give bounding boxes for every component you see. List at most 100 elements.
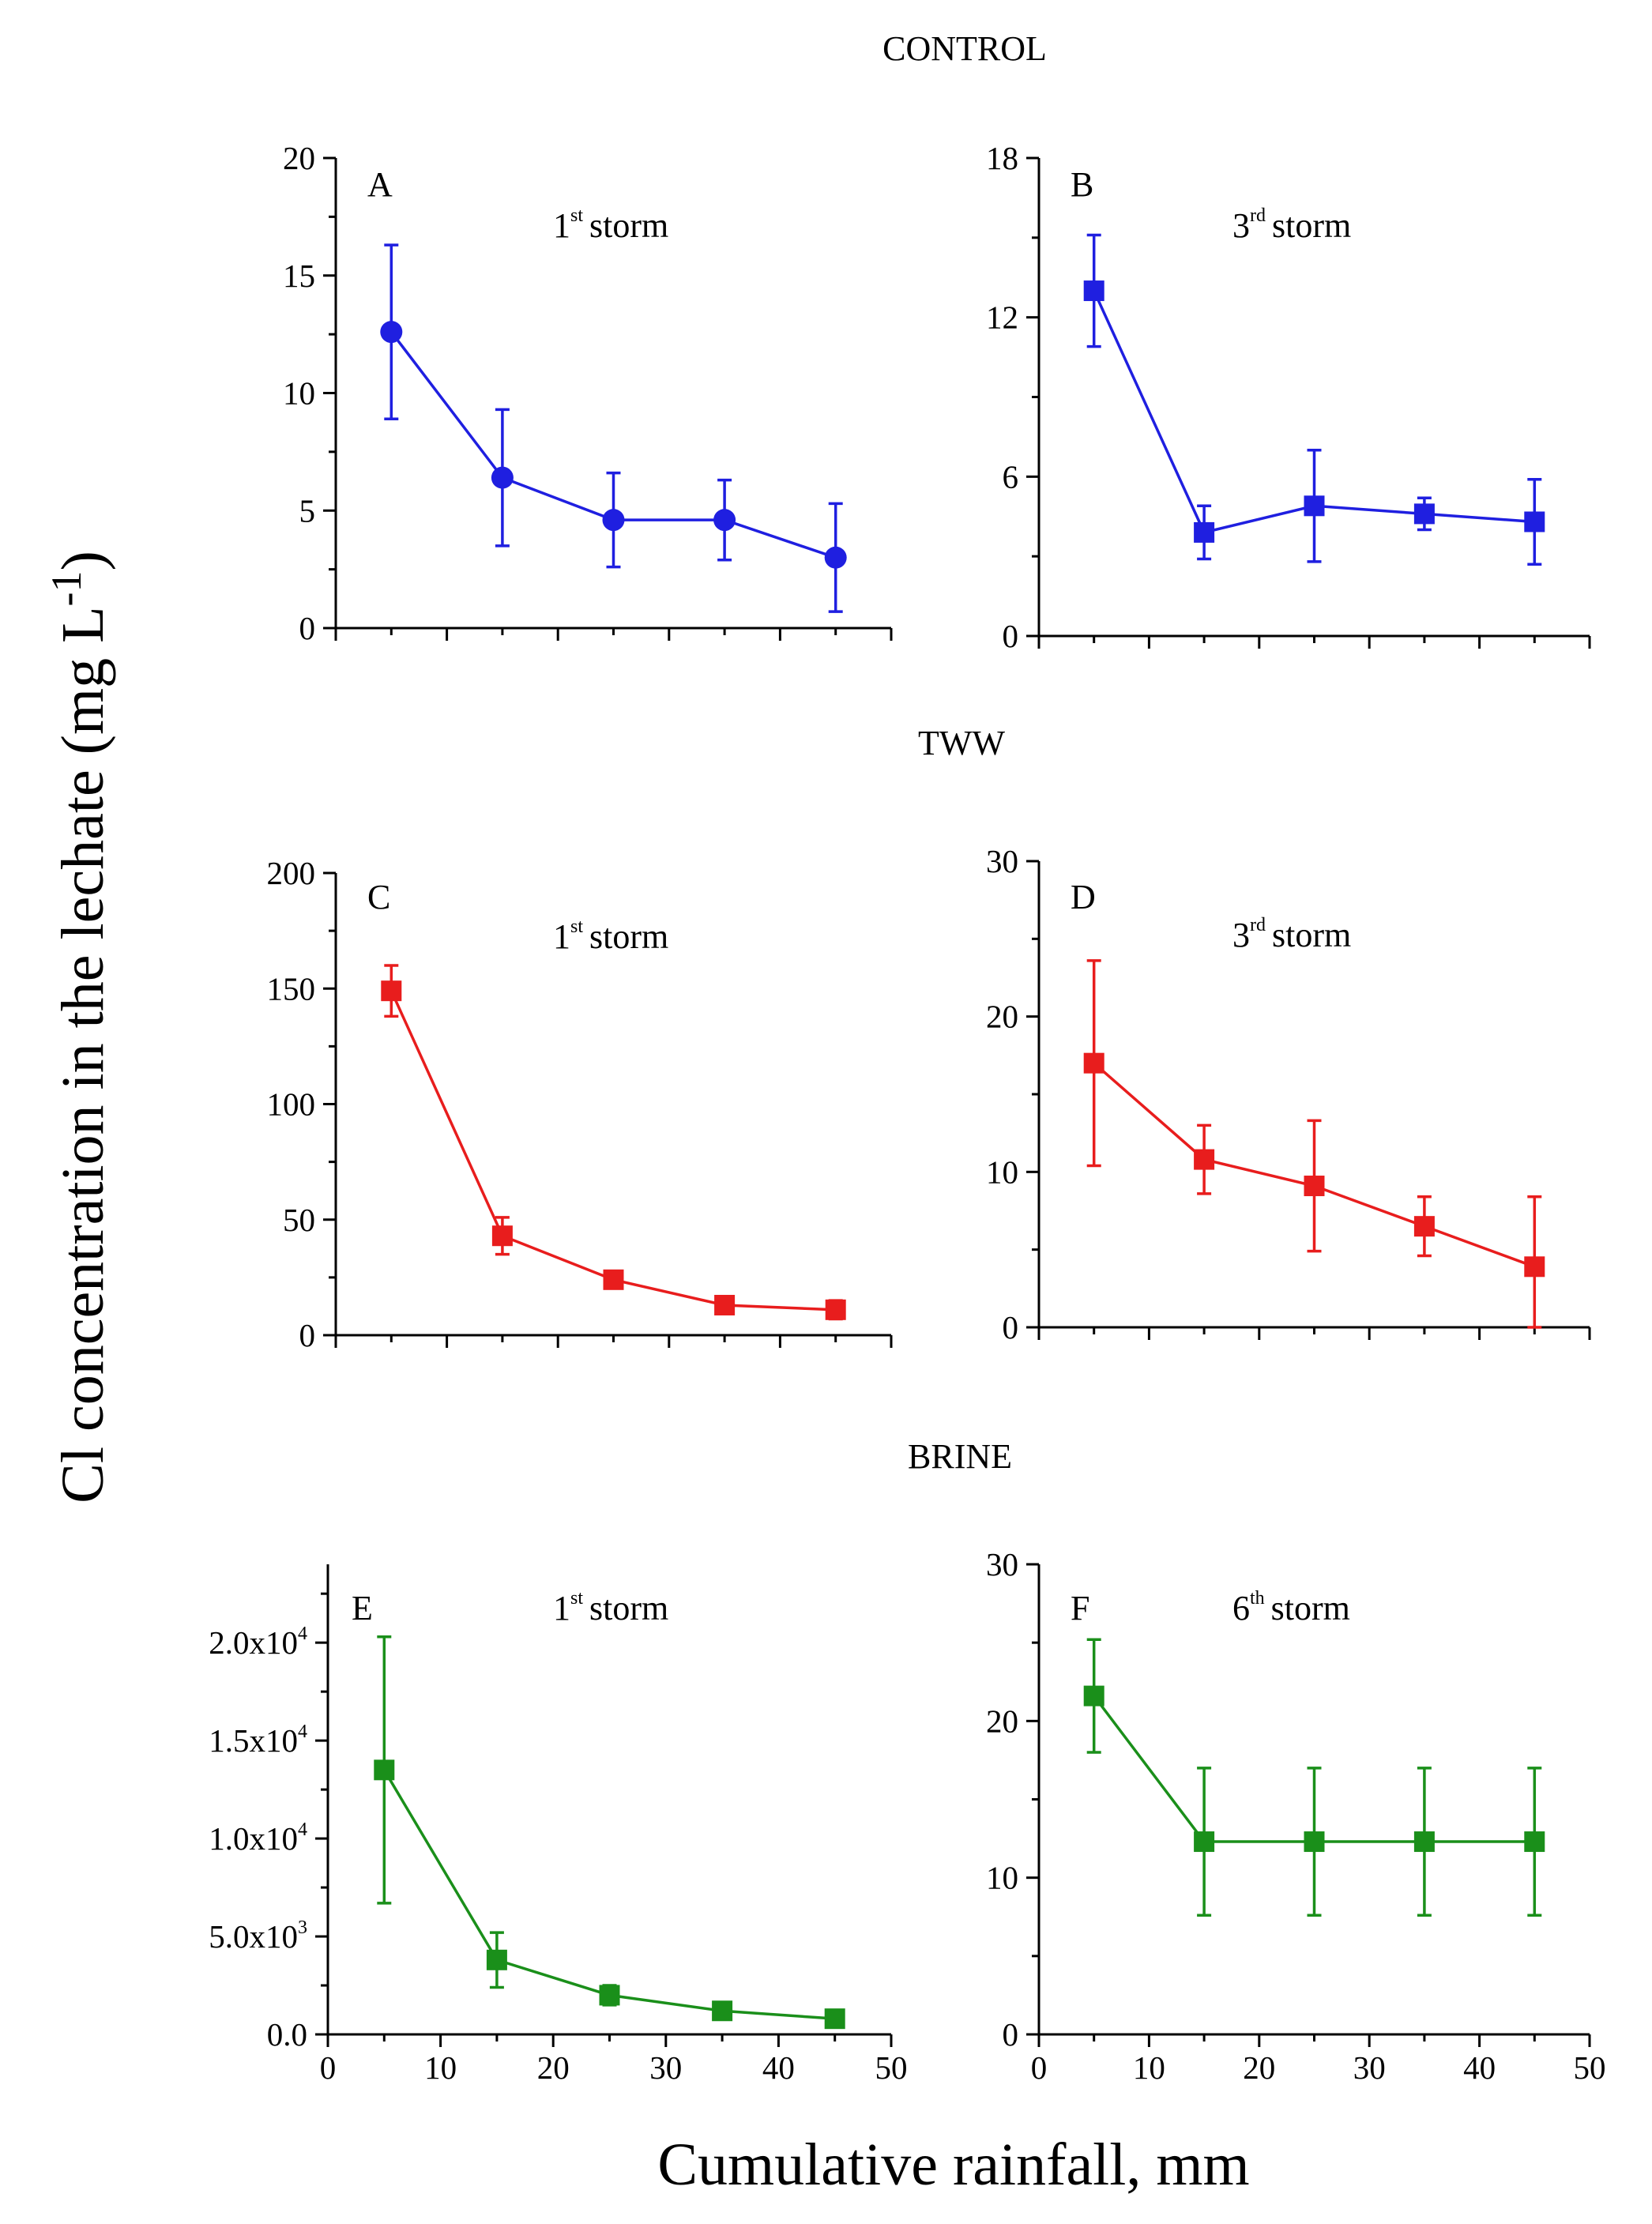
y-tick-label: 10: [986, 1860, 1018, 1896]
storm-label: 6th storm: [1232, 1588, 1350, 1628]
y-tick-label-text: 20: [986, 999, 1018, 1035]
y-axis-title-text: Cl concentration in the lechate (mg L: [50, 606, 116, 1503]
y-tick-label-text: 20: [986, 1703, 1018, 1739]
y-tick-label: 20: [283, 140, 315, 176]
y-tick-label: 150: [267, 970, 316, 1007]
storm-word: storm: [589, 206, 668, 245]
data-point: [381, 980, 402, 1002]
data-point: [1524, 1256, 1545, 1278]
y-tick-label: 30: [986, 1546, 1018, 1582]
data-point: [1304, 1176, 1325, 1197]
y-tick-label: 12: [986, 299, 1018, 336]
y-tick-label: 6: [1003, 458, 1019, 495]
storm-number: 1: [553, 1589, 570, 1628]
y-tick-label: 10: [283, 375, 315, 412]
x-tick-label: 50: [875, 2049, 908, 2086]
y-tick-label-exponent: 4: [298, 1819, 307, 1840]
section-title-tww: TWW: [918, 724, 1005, 762]
y-tick-label-text: 10: [283, 375, 315, 412]
x-tick-label: 30: [1353, 2049, 1386, 2086]
y-tick-label-text: 100: [267, 1086, 316, 1123]
storm-word: storm: [1272, 916, 1351, 954]
y-tick-label-exponent: 4: [298, 1624, 307, 1644]
x-tick-label: 0: [1031, 2049, 1048, 2086]
panel-b: 0 6 12 18 B 3rd storm: [986, 140, 1591, 654]
storm-number: 3: [1232, 206, 1250, 245]
y-tick-label-text: 5: [299, 492, 316, 529]
data-point: [486, 1949, 507, 1970]
y-tick-label-text: 50: [283, 1202, 315, 1238]
y-tick-label: 10: [986, 1153, 1018, 1190]
data-point: [1524, 1831, 1545, 1853]
y-tick-label: 1.0x104: [209, 1819, 307, 1857]
series-line: [382, 1769, 835, 2020]
storm-number: 6: [1232, 1589, 1250, 1628]
panel-letter: F: [1071, 1589, 1089, 1628]
panel-a: 0 5 10 15 20 A 1st storm: [283, 140, 893, 646]
data-point: [825, 1299, 846, 1320]
y-axis-title-superscript: -1: [43, 570, 90, 606]
storm-word: storm: [589, 917, 668, 956]
storm-ordinal-suffix: st: [570, 205, 583, 226]
data-point: [603, 1269, 624, 1290]
data-point: [1083, 1685, 1104, 1707]
data-point: [1083, 280, 1104, 302]
storm-number: 1: [553, 206, 570, 245]
data-point: [1194, 521, 1215, 543]
x-tick-label: 0: [320, 2049, 337, 2086]
data-point: [491, 466, 514, 489]
x-tick-label: 10: [1133, 2049, 1165, 2086]
y-tick-label: 1.5x104: [209, 1722, 307, 1759]
storm-ordinal-suffix: th: [1250, 1588, 1265, 1609]
y-tick-label-text: 0: [1003, 618, 1019, 654]
data-point: [1304, 495, 1325, 517]
y-tick-label-text: 1.5x10: [209, 1722, 298, 1759]
storm-word: storm: [589, 1589, 668, 1628]
storm-ordinal-suffix: st: [570, 916, 583, 937]
y-tick-label-text: 18: [986, 140, 1018, 176]
y-tick-label-text: 10: [986, 1153, 1018, 1190]
data-point: [380, 321, 403, 344]
y-axis-title: Cl concentration in the lechate (mg L-1): [43, 551, 116, 1503]
panel-c: 0 50 100 150 200 C 1st storm: [267, 855, 893, 1353]
data-point: [374, 1759, 395, 1781]
y-tick-label: 0: [299, 610, 316, 646]
storm-number: 1: [553, 917, 570, 956]
y-tick-label: 0: [1003, 1309, 1019, 1345]
data-point: [1413, 503, 1435, 525]
data-point: [714, 1294, 736, 1315]
y-tick-label-text: 1.0x10: [209, 1820, 298, 1857]
x-axis-title: Cumulative rainfall, mm: [657, 2132, 1249, 2198]
x-tick-label: 40: [1463, 2049, 1496, 2086]
storm-label: 1st storm: [553, 1588, 668, 1628]
y-tick-label: 30: [986, 843, 1018, 879]
panel-letter: B: [1071, 165, 1093, 204]
y-tick-label-text: 6: [1003, 458, 1019, 495]
data-point: [1413, 1831, 1435, 1853]
y-tick-label: 200: [267, 855, 316, 891]
series-line: [389, 990, 836, 1311]
y-tick-label-text: 0.0: [267, 2016, 307, 2053]
storm-ordinal-suffix: rd: [1250, 915, 1266, 935]
storm-ordinal-suffix: st: [570, 1588, 583, 1609]
panel-letter: D: [1071, 878, 1096, 916]
storm-label: 3rd storm: [1232, 205, 1351, 245]
y-tick-label: 20: [986, 1703, 1018, 1739]
x-tick-label: 20: [537, 2049, 570, 2086]
y-tick-label: 0.0: [267, 2016, 307, 2053]
panel-f: 0 10 20 30 0 10 20 30 40 50 F 6th storm: [986, 1546, 1606, 2086]
y-tick-label-text: 20: [283, 140, 315, 176]
y-tick-label-text: 12: [986, 299, 1018, 336]
x-tick-label: 50: [1574, 2049, 1606, 2086]
panel-d: 0 10 20 30 D 3rd storm: [986, 843, 1591, 1345]
section-title-control: CONTROL: [882, 29, 1047, 68]
y-tick-label-exponent: 3: [298, 1917, 307, 1938]
y-tick-label-text: 200: [267, 855, 316, 891]
y-tick-label: 0: [299, 1317, 316, 1353]
data-point: [824, 546, 847, 569]
y-tick-label-exponent: 4: [298, 1722, 307, 1742]
y-tick-label-text: 0: [1003, 2016, 1019, 2053]
data-point: [599, 1985, 620, 2006]
